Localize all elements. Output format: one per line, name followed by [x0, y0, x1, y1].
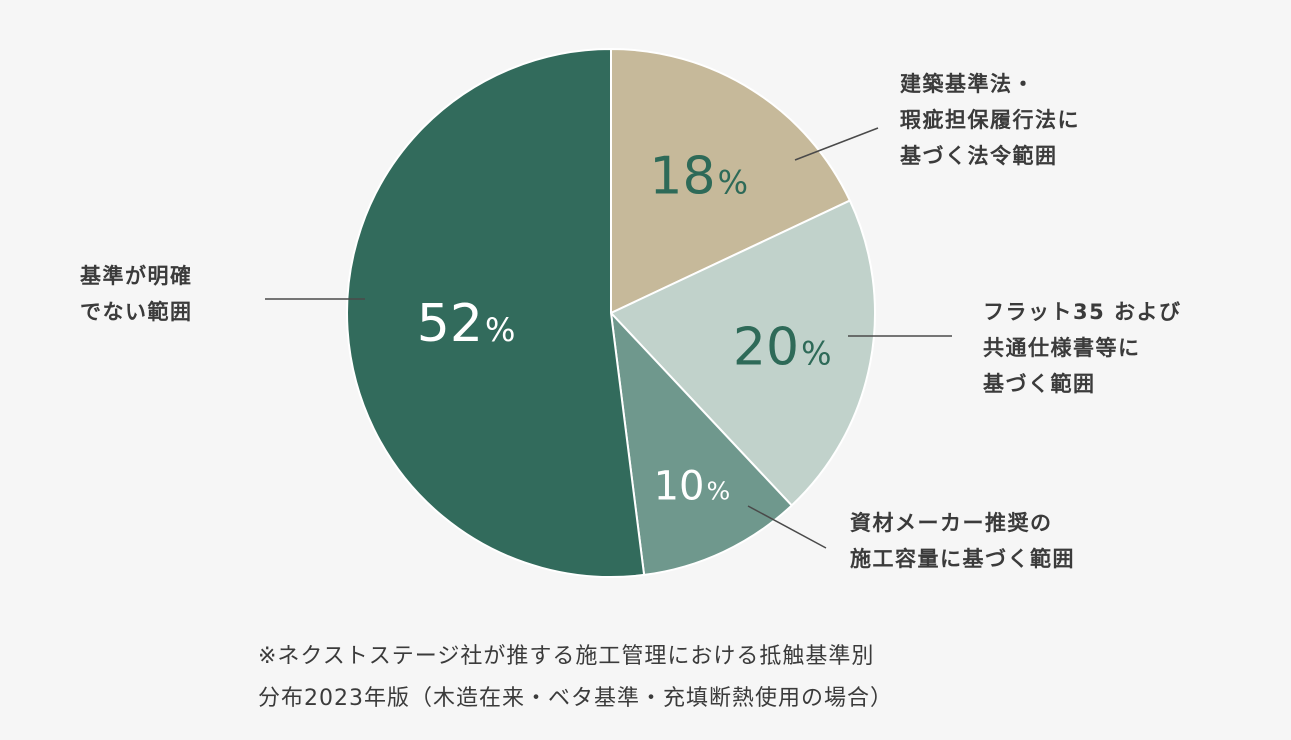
label-line: 共通仕様書等に	[983, 336, 1141, 360]
footnote-line: ※ネクストステージ社が推する施工管理における抵触基準別	[258, 644, 875, 669]
pie-slice-flat35	[610, 199, 876, 507]
label-line: 施工容量に基づく範囲	[850, 547, 1075, 571]
value-label-flat35: 20%	[733, 317, 832, 377]
label-line: 基準が明確	[80, 264, 193, 288]
label-line: 建築基準法・	[900, 72, 1035, 96]
pie-slice-manufacturer-recommended	[610, 312, 793, 576]
slice-label-unclear-standard: 基準が明確 でない範囲	[80, 258, 193, 330]
footnote: ※ネクストステージ社が推する施工管理における抵触基準別 分布2023年版（木造在…	[258, 636, 893, 720]
footnote-line: 分布2023年版（木造在来・ベタ基準・充填断熱使用の場合）	[258, 686, 893, 711]
pie-chart: 18% 20% 10% 52%	[265, 48, 952, 578]
value-label-unclear-standard: 52%	[417, 294, 516, 354]
pie-slice-building-standard-law	[610, 48, 851, 314]
pie-slice-unclear-standard	[346, 48, 646, 578]
slice-label-flat35: フラット35 および 共通仕様書等に 基づく範囲	[983, 294, 1182, 402]
value-label-manufacturer-recommended: 10%	[654, 463, 731, 509]
leader-line-manufacturer-recommended	[747, 505, 827, 549]
label-line: フラット35 および	[983, 300, 1182, 324]
label-line: 基づく範囲	[983, 372, 1096, 396]
label-line: 基づく法令範囲	[900, 144, 1058, 168]
label-line: 資材メーカー推奨の	[850, 511, 1053, 535]
leader-line-building-standard-law	[794, 127, 879, 161]
slice-label-manufacturer-recommended: 資材メーカー推奨の 施工容量に基づく範囲	[850, 505, 1075, 577]
label-line: でない範囲	[80, 300, 193, 324]
value-label-building-standard-law: 18%	[649, 147, 748, 207]
label-line: 瑕疵担保履行法に	[900, 108, 1080, 132]
slice-label-building-standard-law: 建築基準法・ 瑕疵担保履行法に 基づく法令範囲	[900, 66, 1080, 174]
